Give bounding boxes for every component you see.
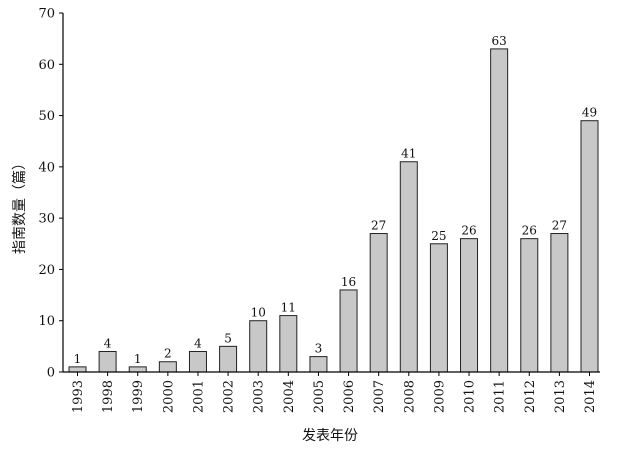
bar [279, 315, 298, 373]
y-axis-title: 指南数量（篇） [12, 156, 28, 254]
bar [520, 238, 539, 373]
data-label: 4 [194, 336, 202, 350]
x-tick-label: 2008 [402, 380, 417, 413]
x-tick-label: 1993 [71, 380, 86, 413]
bar [128, 366, 147, 373]
bar [158, 361, 177, 373]
data-label: 16 [341, 275, 356, 289]
bar [98, 350, 117, 373]
bar [339, 289, 358, 373]
bar [399, 161, 418, 373]
x-tick-label: 2013 [553, 380, 568, 413]
x-tick-label: 2006 [342, 380, 357, 413]
data-label: 26 [522, 224, 537, 238]
data-label: 11 [281, 301, 296, 315]
bar [309, 356, 328, 373]
y-tick-label: 20 [38, 263, 55, 278]
y-tick-label: 10 [38, 314, 55, 329]
y-tick-label: 30 [38, 212, 55, 227]
bar [68, 366, 87, 373]
bar [219, 345, 238, 373]
x-tick-label: 1998 [101, 380, 116, 413]
data-label: 49 [582, 106, 597, 120]
data-label: 26 [461, 224, 476, 238]
bars [68, 48, 599, 373]
data-label: 2 [164, 347, 172, 361]
bar [550, 233, 569, 373]
data-label: 41 [401, 147, 416, 161]
x-tick-label: 2002 [222, 380, 237, 413]
y-tick-label: 60 [38, 58, 55, 73]
bar [369, 233, 388, 373]
x-tick-label: 2011 [493, 380, 508, 413]
y-tick-label: 40 [38, 160, 55, 175]
data-label: 3 [315, 342, 323, 356]
data-label: 5 [224, 331, 232, 345]
data-label: 27 [552, 219, 567, 233]
bar [460, 238, 479, 373]
x-tick-label: 2010 [463, 380, 478, 413]
x-axis: 1993 1998 1999 2000 2001 2002 2003 2004 2005 2006… [63, 371, 600, 413]
x-tick-label: 2001 [191, 380, 206, 413]
x-axis-title: 发表年份 [302, 428, 358, 444]
y-axis: 0 10 20 30 40 50 60 70 [38, 7, 64, 381]
data-label: 1 [134, 352, 142, 366]
x-tick-label: 2014 [583, 380, 598, 413]
x-tick-label: 2007 [372, 380, 387, 413]
bar [580, 120, 599, 373]
x-tick-label: 2012 [523, 380, 538, 413]
data-label: 4 [104, 336, 112, 350]
data-label: 25 [431, 229, 446, 243]
data-label: 63 [492, 34, 507, 48]
bar [429, 243, 448, 373]
bar [249, 320, 268, 373]
y-tick-label: 50 [38, 109, 55, 124]
y-tick-label: 0 [47, 366, 55, 381]
data-label: 10 [251, 306, 266, 320]
y-tick-label: 70 [38, 7, 55, 22]
x-tick-label: 2003 [252, 380, 267, 413]
x-tick-label: 2000 [161, 380, 176, 413]
bar [188, 350, 207, 373]
data-label: 27 [371, 219, 386, 233]
bar [490, 48, 509, 373]
x-tick-label: 1999 [131, 380, 146, 413]
x-tick-label: 2009 [432, 380, 447, 413]
data-label: 1 [74, 352, 82, 366]
x-tick-label: 2004 [282, 380, 297, 413]
x-tick-label: 2005 [312, 380, 327, 413]
